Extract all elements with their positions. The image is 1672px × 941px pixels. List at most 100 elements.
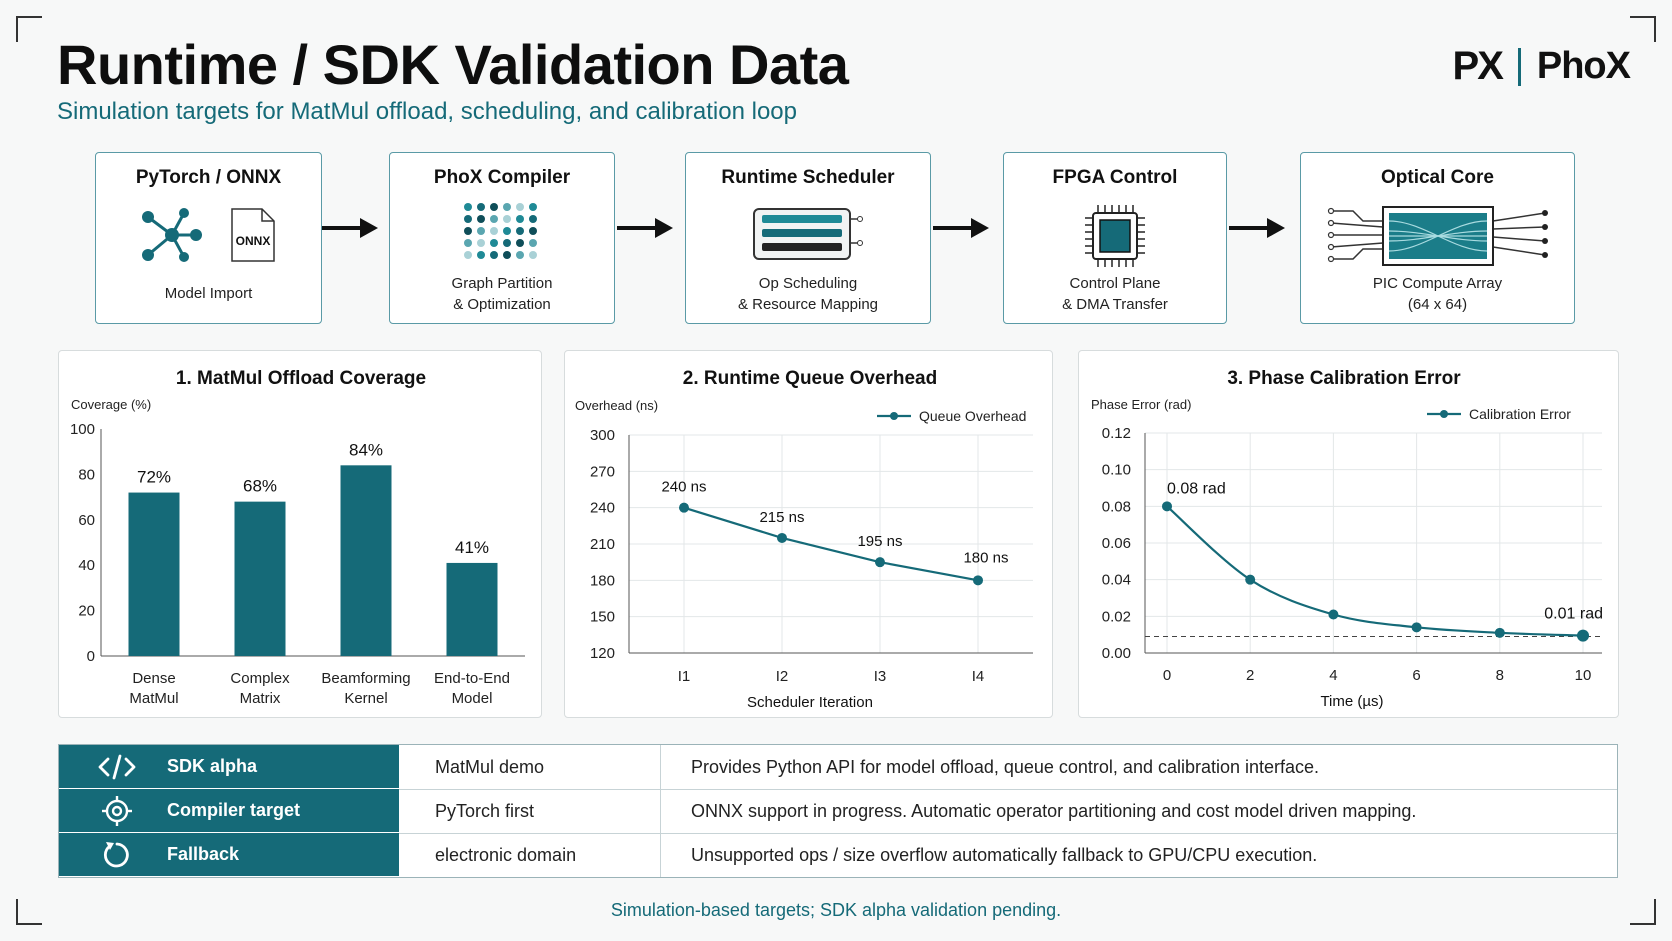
y-tick-label: 0.10 bbox=[1102, 462, 1131, 479]
x-tick-label: Complex bbox=[230, 670, 290, 687]
row-value: electronic domain bbox=[399, 833, 661, 877]
y-tick-label: 120 bbox=[590, 645, 615, 662]
arrow-right-icon bbox=[1229, 218, 1285, 238]
graph-onnx-icon: ONNX bbox=[96, 201, 321, 271]
y-tick-label: 40 bbox=[78, 557, 95, 574]
table-row: Compiler target PyTorch first ONNX suppo… bbox=[59, 789, 1617, 834]
arrow-right-icon bbox=[322, 218, 378, 238]
data-label: 195 ns bbox=[857, 533, 902, 550]
data-label: 0.08 rad bbox=[1167, 480, 1226, 497]
legend-label: Calibration Error bbox=[1469, 406, 1571, 422]
pipeline-stage-fpga: FPGA Control Control Plane & DMA Transfe… bbox=[1003, 152, 1227, 324]
data-label: 72% bbox=[137, 468, 171, 487]
y-tick-label: 80 bbox=[78, 466, 95, 483]
stage-subtitle-line1: Graph Partition bbox=[451, 275, 553, 292]
row-header: SDK alpha bbox=[59, 745, 399, 789]
bar bbox=[446, 562, 498, 656]
stage-subtitle-line2: & Optimization bbox=[453, 296, 551, 313]
y-tick-label: 0.06 bbox=[1102, 535, 1131, 552]
corner-mark-bottom-left bbox=[16, 899, 42, 925]
chart-title: 2. Runtime Queue Overhead bbox=[683, 368, 937, 389]
corner-mark-top-right bbox=[1630, 16, 1656, 42]
stage-subtitle-line2: & DMA Transfer bbox=[1062, 296, 1168, 313]
data-point bbox=[1162, 501, 1172, 512]
stage-title: FPGA Control bbox=[1052, 167, 1178, 188]
data-label: 84% bbox=[349, 440, 383, 459]
x-tick-label: Kernel bbox=[344, 690, 387, 707]
x-tick-label: Dense bbox=[132, 670, 175, 687]
pipeline-stage-scheduler: Runtime Scheduler Op Scheduling & Resour… bbox=[685, 152, 931, 324]
y-tick-label: 20 bbox=[78, 603, 95, 620]
x-axis-label: Time (µs) bbox=[1320, 693, 1383, 710]
line-chart-queue-overhead: 2. Runtime Queue Overhead Overhead (ns) 12… bbox=[575, 368, 1033, 711]
x-tick-label: 2 bbox=[1246, 667, 1254, 684]
data-point bbox=[679, 502, 689, 513]
x-tick-label: End-to-End bbox=[434, 670, 510, 687]
data-point bbox=[1577, 629, 1589, 642]
data-label: 41% bbox=[455, 538, 489, 557]
bar bbox=[340, 465, 392, 656]
stage-title: PyTorch / ONNX bbox=[135, 167, 282, 188]
chart-panel-matmul-coverage: 1. MatMul Offload Coverage Coverage (%) 0 2… bbox=[58, 350, 542, 718]
y-tick-label: 60 bbox=[78, 512, 95, 529]
y-tick-label: 180 bbox=[590, 572, 615, 589]
arrow-right-icon bbox=[933, 218, 989, 238]
y-tick-label: 100 bbox=[70, 421, 95, 438]
y-tick-label: 0.00 bbox=[1102, 645, 1131, 662]
x-tick-label: 8 bbox=[1496, 667, 1504, 684]
row-value: PyTorch first bbox=[399, 789, 661, 833]
y-tick-label: 0.12 bbox=[1102, 425, 1131, 442]
data-point bbox=[973, 575, 983, 586]
data-point bbox=[875, 557, 885, 568]
y-tick-label: 210 bbox=[590, 536, 615, 553]
bar bbox=[128, 492, 180, 656]
row-label: Fallback bbox=[167, 844, 240, 864]
bar-chart-matmul-coverage: 1. MatMul Offload Coverage Coverage (%) 0 2… bbox=[70, 368, 525, 707]
data-label: 240 ns bbox=[661, 479, 706, 496]
y-axis-label: Coverage (%) bbox=[71, 397, 151, 412]
stage-subtitle-line1: Control Plane bbox=[1069, 275, 1161, 292]
x-tick-label: Matrix bbox=[240, 690, 281, 707]
x-tick-label: I2 bbox=[776, 668, 789, 685]
y-tick-label: 150 bbox=[590, 609, 615, 626]
stage-subtitle: Model Import bbox=[164, 285, 253, 302]
logo: PX PhoX bbox=[1453, 44, 1631, 89]
logo-separator bbox=[1517, 47, 1521, 86]
page-subtitle: Simulation targets for MatMul offload, s… bbox=[57, 98, 797, 125]
logo-text: PhoX bbox=[1536, 45, 1631, 87]
table-row: Fallback electronic domain Unsupported o… bbox=[59, 833, 1617, 877]
y-axis-label: Phase Error (rad) bbox=[1091, 397, 1191, 412]
stage-title: Runtime Scheduler bbox=[721, 167, 895, 188]
row-label: SDK alpha bbox=[167, 756, 258, 776]
x-axis-label: Scheduler Iteration bbox=[747, 694, 873, 711]
corner-mark-bottom-right bbox=[1630, 899, 1656, 925]
stage-subtitle-line2: & Resource Mapping bbox=[737, 296, 879, 313]
page-title: Runtime / SDK Validation Data bbox=[57, 33, 849, 96]
row-header: Fallback bbox=[59, 833, 399, 877]
y-tick-label: 300 bbox=[590, 427, 615, 444]
legend-marker bbox=[1440, 410, 1448, 418]
x-tick-label: I3 bbox=[874, 668, 887, 685]
dot-grid-icon bbox=[390, 201, 614, 271]
chart-panel-phase-calibration: 3. Phase Calibration Error Phase Error (r… bbox=[1078, 350, 1619, 718]
chip-icon bbox=[1004, 201, 1226, 271]
x-tick-label: 0 bbox=[1163, 667, 1171, 684]
refresh-icon bbox=[97, 841, 137, 869]
row-description: ONNX support in progress. Automatic oper… bbox=[691, 800, 1417, 821]
pipeline-stage-optical-core: Optical Core PIC Compute Array (64 x 64) bbox=[1300, 152, 1575, 324]
pipeline-stage-pytorch: PyTorch / ONNX ONNX Model Import bbox=[95, 152, 322, 324]
row-description: Provides Python API for model offload, q… bbox=[691, 756, 1320, 777]
target-icon bbox=[97, 795, 137, 826]
data-label: 0.01 rad bbox=[1544, 606, 1603, 623]
data-label: 215 ns bbox=[759, 509, 804, 526]
y-tick-label: 0 bbox=[87, 648, 95, 665]
legend-marker bbox=[890, 412, 898, 420]
data-label: 68% bbox=[243, 477, 277, 496]
table-row: SDK alpha MatMul demo Provides Python AP… bbox=[59, 745, 1617, 790]
x-tick-label: Model bbox=[452, 690, 493, 707]
data-point bbox=[1328, 609, 1339, 620]
y-tick-label: 270 bbox=[590, 463, 615, 480]
status-table: SDK alpha MatMul demo Provides Python AP… bbox=[58, 744, 1618, 878]
data-point bbox=[1245, 574, 1256, 585]
row-value: MatMul demo bbox=[399, 745, 661, 789]
